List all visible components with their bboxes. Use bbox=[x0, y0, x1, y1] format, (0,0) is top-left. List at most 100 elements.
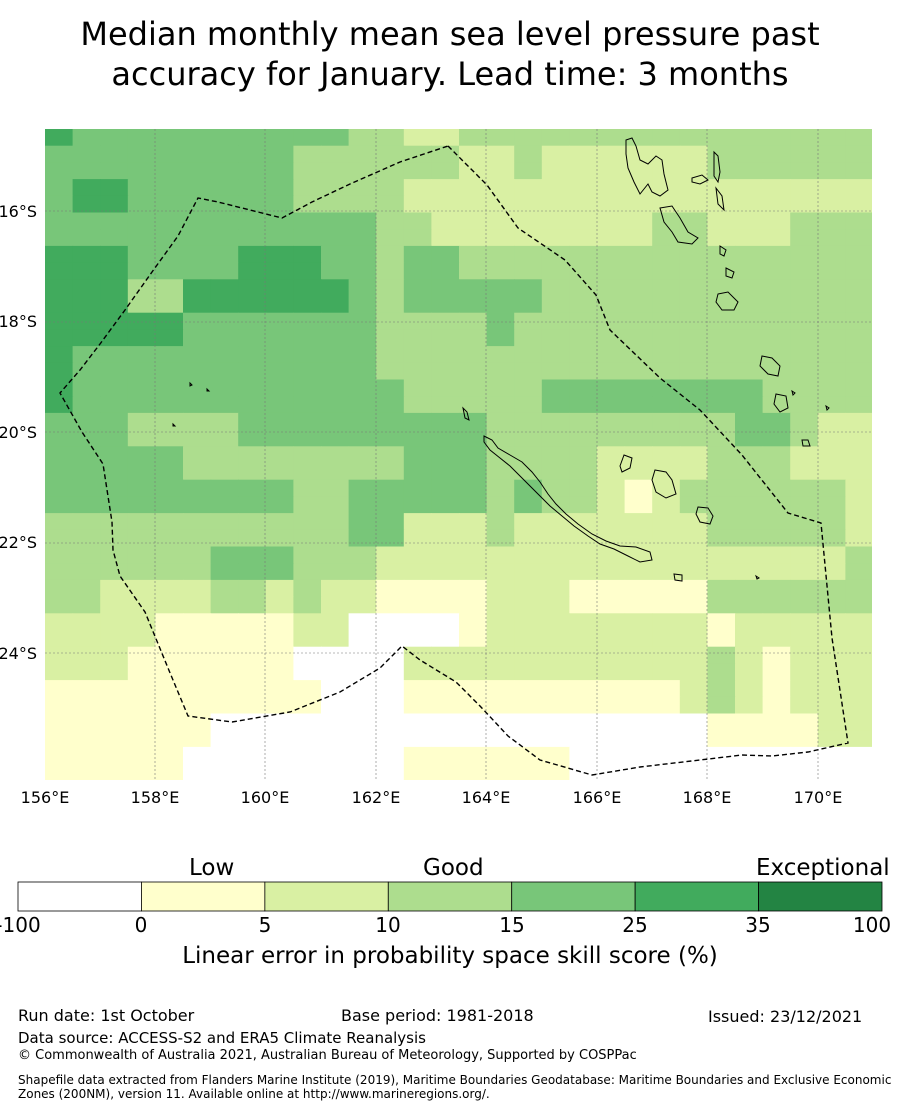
grid-cell bbox=[265, 529, 294, 548]
grid-cell bbox=[210, 513, 239, 531]
grid-cell bbox=[569, 329, 598, 347]
grid-cell bbox=[845, 296, 872, 314]
grid-cell bbox=[817, 479, 846, 497]
grid-cell bbox=[431, 546, 460, 564]
grid-cell bbox=[321, 346, 350, 364]
grid-cell bbox=[790, 546, 819, 564]
grid-cell bbox=[45, 646, 74, 664]
grid-cell bbox=[238, 262, 267, 280]
grid-cell bbox=[127, 513, 156, 531]
grid-cell bbox=[735, 529, 764, 548]
grid-cell bbox=[238, 596, 267, 614]
grid-cell bbox=[790, 630, 819, 648]
grid-cell bbox=[293, 546, 322, 564]
grid-cell bbox=[293, 245, 322, 264]
grid-cell bbox=[735, 179, 764, 197]
grid-cell bbox=[735, 479, 764, 497]
grid-cell bbox=[624, 179, 653, 197]
pentecost-outline bbox=[715, 186, 725, 212]
lat-label-24s: 24°S bbox=[0, 644, 37, 663]
grid-cell bbox=[155, 129, 184, 147]
grid-cell bbox=[486, 279, 515, 297]
grid-cell bbox=[707, 630, 736, 648]
grid-cell bbox=[183, 563, 212, 581]
grid-cell bbox=[183, 613, 212, 631]
grid-cell bbox=[72, 262, 101, 280]
grid-cell bbox=[652, 696, 681, 715]
grid-cell bbox=[293, 463, 322, 481]
grid-cell bbox=[735, 513, 764, 531]
grid-cell bbox=[293, 446, 322, 464]
belep-islands-outline bbox=[462, 406, 470, 421]
isle-of-pines-outline bbox=[673, 573, 683, 582]
grid-cell bbox=[845, 429, 872, 447]
grid-cell bbox=[403, 212, 432, 230]
grid-cell bbox=[817, 329, 846, 347]
grid-cell bbox=[541, 713, 570, 731]
grid-cell bbox=[293, 362, 322, 381]
grid-cell bbox=[127, 563, 156, 581]
grid-cell bbox=[431, 429, 460, 447]
grid-cell bbox=[403, 529, 432, 548]
grid-cell bbox=[679, 630, 708, 648]
grid-cell bbox=[514, 346, 543, 364]
grid-cell bbox=[210, 429, 239, 447]
grid-cell bbox=[100, 579, 129, 598]
grid-cell bbox=[293, 663, 322, 681]
grid-cell bbox=[293, 613, 322, 631]
grid-cell bbox=[183, 329, 212, 347]
grid-cell bbox=[762, 730, 791, 748]
grid-cell bbox=[541, 546, 570, 564]
grid-cell bbox=[845, 129, 872, 147]
grid-cell bbox=[735, 763, 764, 780]
grid-cell bbox=[72, 145, 101, 163]
grid-cell bbox=[652, 730, 681, 748]
grid-cell bbox=[624, 463, 653, 481]
grid-cell bbox=[514, 429, 543, 447]
grid-cell bbox=[652, 646, 681, 664]
grid-cell bbox=[459, 613, 488, 631]
grid-cell bbox=[348, 129, 377, 147]
grid-cell bbox=[293, 579, 322, 598]
grid-cell bbox=[707, 613, 736, 631]
grid-cell bbox=[514, 179, 543, 197]
grid-cell bbox=[707, 179, 736, 197]
grid-cell bbox=[459, 279, 488, 297]
grid-cell bbox=[183, 596, 212, 614]
grid-cell bbox=[817, 346, 846, 364]
grid-cell bbox=[348, 596, 377, 614]
grid-cell bbox=[486, 129, 515, 147]
grid-cell bbox=[210, 396, 239, 414]
grid-cell bbox=[431, 212, 460, 230]
grid-cell bbox=[486, 212, 515, 230]
grid-cell bbox=[265, 646, 294, 664]
grid-cell bbox=[45, 663, 74, 681]
grid-cell bbox=[183, 446, 212, 464]
grid-cell bbox=[321, 362, 350, 381]
grid-cell bbox=[541, 362, 570, 381]
grid-cell bbox=[183, 296, 212, 314]
grid-cell bbox=[845, 646, 872, 664]
grid-cell bbox=[652, 680, 681, 698]
grid-cell bbox=[293, 563, 322, 581]
grid-cell bbox=[210, 362, 239, 381]
grid-cell bbox=[265, 229, 294, 247]
grid-cell bbox=[321, 262, 350, 280]
grid-cell bbox=[845, 730, 872, 748]
grid-cell bbox=[790, 346, 819, 364]
grid-cell bbox=[348, 179, 377, 197]
grid-cell bbox=[624, 479, 653, 497]
grid-cell bbox=[238, 162, 267, 180]
grid-cell bbox=[72, 362, 101, 381]
grid-cell bbox=[293, 296, 322, 314]
grid-cell bbox=[100, 446, 129, 464]
grid-cell bbox=[293, 379, 322, 397]
grid-cell bbox=[514, 479, 543, 497]
grid-cell bbox=[790, 262, 819, 280]
grid-cell bbox=[45, 195, 74, 214]
grid-cell bbox=[735, 229, 764, 247]
grid-cell bbox=[541, 312, 570, 330]
grid-cell bbox=[597, 446, 626, 464]
grid-cell bbox=[376, 212, 405, 230]
grid-cell bbox=[459, 379, 488, 397]
